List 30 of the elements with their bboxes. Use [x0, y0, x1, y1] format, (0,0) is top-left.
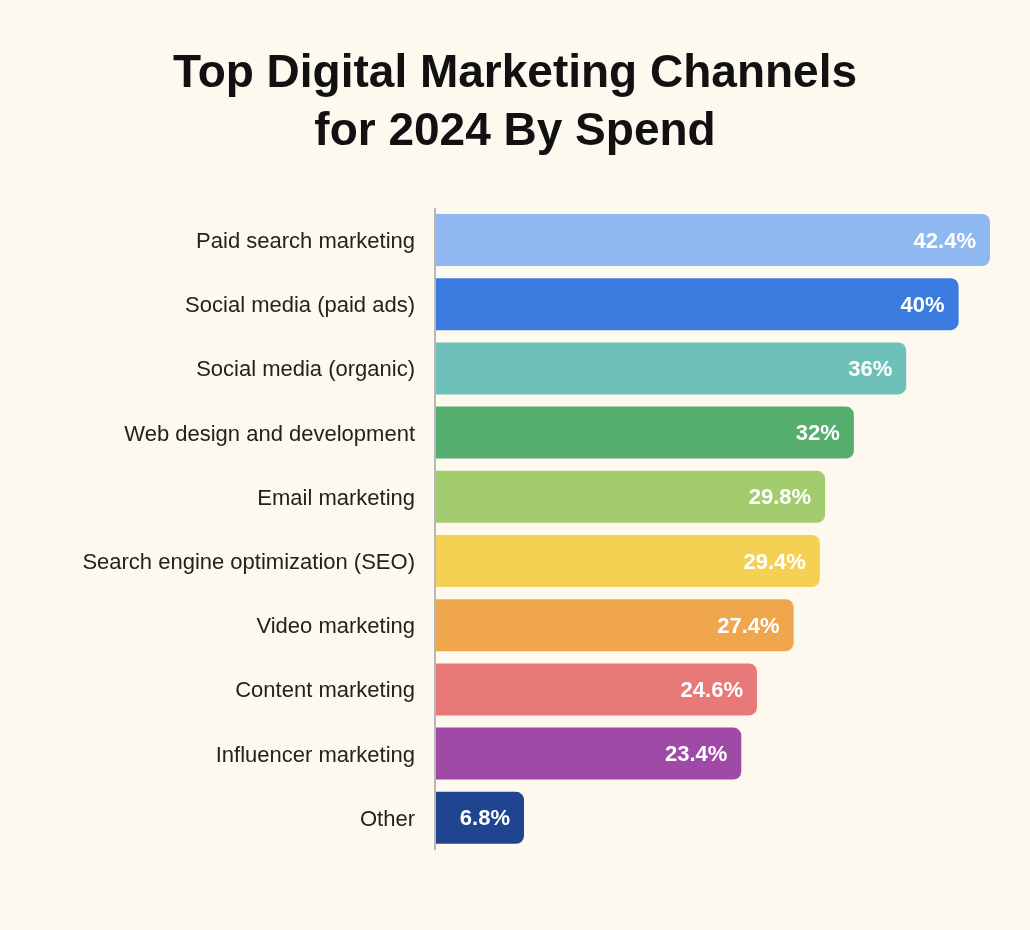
bar: [435, 406, 854, 459]
y-tick-label: Paid search marketing: [196, 227, 415, 253]
data-label: 32%: [795, 420, 840, 446]
y-tick-label: Email marketing: [257, 484, 415, 510]
bar: [435, 663, 757, 716]
bar: [435, 535, 820, 587]
data-label: 42.4%: [913, 227, 976, 253]
y-tick-label: Influencer marketing: [215, 741, 415, 767]
data-label: 29.8%: [748, 484, 812, 510]
data-label: 23.4%: [664, 741, 728, 767]
data-label: 36%: [848, 355, 893, 381]
data-label: 27.4%: [717, 612, 780, 638]
data-label: 40%: [900, 291, 945, 317]
data-label: 24.6%: [680, 676, 743, 702]
y-tick-label: Social media (organic): [196, 356, 415, 382]
y-tick-label: Content marketing: [235, 677, 415, 703]
chart-title: Top Digital Marketing Channels for 2024 By Spend: [171, 44, 859, 157]
bar: [435, 599, 794, 652]
data-label: 29.4%: [743, 548, 806, 574]
bar: [435, 470, 826, 523]
y-tick-label: Other: [359, 805, 415, 831]
bar: [435, 342, 907, 395]
bar: [435, 278, 959, 331]
data-label: 6.8%: [459, 805, 511, 831]
y-tick-label: Social media (paid ads): [185, 292, 415, 318]
y-tick-label: Web design and development: [124, 420, 415, 446]
bar: [435, 727, 742, 780]
y-tick-label: Search engine optimization (SEO): [82, 548, 415, 574]
bar: [435, 214, 990, 266]
y-tick-label: Video marketing: [256, 613, 415, 639]
